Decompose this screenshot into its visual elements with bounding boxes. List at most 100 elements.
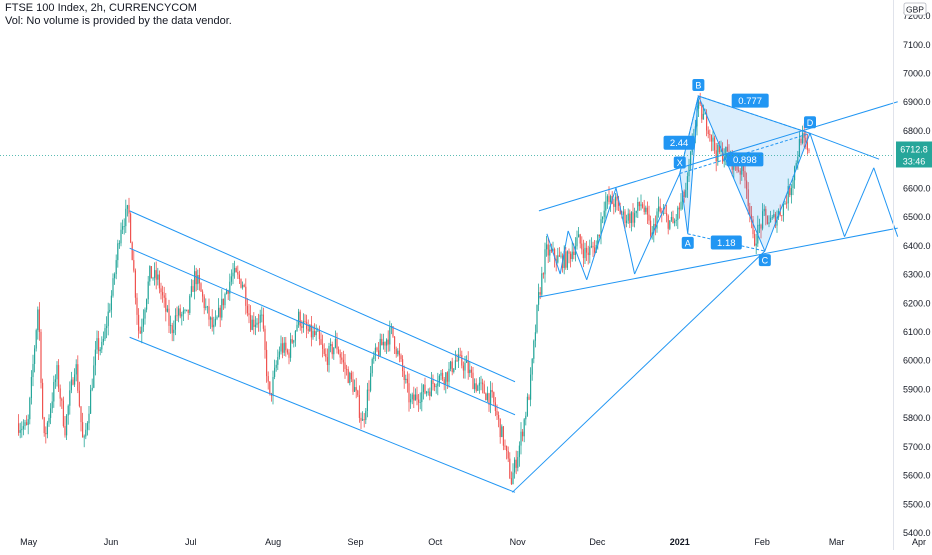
candle	[690, 150, 692, 171]
pattern-point-d[interactable]: D	[804, 116, 816, 129]
candle	[709, 129, 711, 142]
projection-line[interactable]	[809, 133, 846, 237]
pattern-point-a[interactable]: A	[681, 236, 694, 249]
candle	[531, 358, 533, 381]
pattern-point-b[interactable]: B	[692, 78, 705, 91]
candle	[760, 223, 762, 239]
candle	[174, 308, 176, 336]
price-axis[interactable]: 7200.07100.07000.06900.06800.06700.06600…	[896, 2, 932, 538]
candle	[437, 372, 439, 396]
projection-line[interactable]	[615, 187, 636, 275]
projection-line[interactable]	[546, 233, 561, 275]
candle	[40, 329, 42, 389]
candle	[405, 374, 407, 384]
projection-line[interactable]	[511, 250, 766, 493]
price-tick: 6400.0	[903, 241, 931, 251]
candle	[773, 209, 775, 219]
candle	[158, 270, 160, 294]
candle	[544, 242, 546, 283]
candle	[341, 352, 343, 365]
candle	[331, 341, 333, 359]
harmonic-pattern[interactable]: X A B C D 2.44 0.777 1.18 0.898	[663, 78, 816, 267]
candle	[725, 146, 727, 166]
candle	[152, 276, 154, 281]
current-price-label: 6712.8 33:46	[896, 141, 932, 168]
candle	[112, 273, 114, 298]
projection-line[interactable]	[567, 230, 588, 280]
candle	[768, 215, 770, 228]
price-tick: 7100.0	[903, 40, 931, 50]
candle	[280, 335, 282, 355]
candle	[706, 109, 708, 137]
candle	[501, 424, 503, 438]
candle	[106, 316, 108, 339]
candle	[381, 333, 383, 346]
candle	[45, 426, 47, 444]
projection-line[interactable]	[634, 173, 681, 275]
candle	[576, 230, 578, 250]
svg-text:X: X	[677, 158, 683, 168]
candle	[758, 218, 760, 234]
candle	[349, 371, 351, 386]
candle	[547, 237, 549, 264]
projection-line[interactable]	[586, 187, 617, 280]
candle	[336, 332, 338, 354]
price-tick: 6200.0	[903, 298, 931, 308]
candle	[571, 241, 573, 262]
candle	[685, 182, 687, 198]
candle	[93, 356, 95, 389]
candle	[203, 294, 205, 315]
candle	[746, 172, 748, 199]
channel-down-middle-line[interactable]	[129, 247, 516, 416]
channel-down-upper-line[interactable]	[129, 210, 516, 383]
projection-line[interactable]	[559, 230, 569, 275]
time-axis[interactable]: May Jun Jul Aug Sep Oct Nov Dec 2021 Feb Mar Apr	[20, 537, 926, 547]
candle	[187, 309, 189, 320]
channel-down-lower-line[interactable]	[129, 336, 516, 493]
candle	[450, 360, 452, 372]
svg-text:B: B	[695, 80, 701, 90]
candle	[136, 293, 138, 325]
candle	[398, 343, 400, 363]
candle	[144, 307, 146, 325]
candle	[434, 382, 436, 392]
channel-up-lower-line[interactable]	[538, 227, 898, 298]
candle	[328, 342, 330, 373]
price-tick: 6800.0	[903, 126, 931, 136]
candle	[66, 413, 68, 440]
candle	[98, 330, 100, 361]
candle	[755, 233, 757, 255]
pattern-point-x[interactable]: X	[673, 156, 686, 169]
candle	[18, 414, 20, 436]
candle	[597, 234, 599, 250]
candle	[422, 384, 424, 400]
candle	[213, 316, 215, 335]
svg-text:2.44: 2.44	[670, 138, 689, 149]
channel-up-upper-line[interactable]	[538, 101, 898, 212]
candle	[512, 463, 514, 485]
candle	[259, 309, 261, 332]
candle	[42, 378, 44, 420]
candle	[482, 378, 484, 394]
candle	[264, 325, 266, 359]
drawings[interactable]	[129, 101, 899, 493]
candle	[712, 130, 714, 151]
candle	[229, 273, 231, 301]
candle	[283, 336, 285, 356]
candle	[291, 335, 293, 344]
candle	[99, 347, 101, 356]
projection-line[interactable]	[844, 167, 875, 237]
time-tick: May	[20, 537, 38, 547]
candle	[350, 370, 352, 383]
projection-line[interactable]	[809, 132, 880, 160]
pattern-point-c[interactable]: C	[758, 254, 771, 267]
candle	[645, 205, 647, 215]
candle	[230, 269, 232, 286]
candle	[478, 377, 480, 394]
candle	[157, 267, 159, 286]
projection-line[interactable]	[873, 167, 899, 237]
candle	[714, 135, 716, 154]
candle	[766, 215, 768, 225]
